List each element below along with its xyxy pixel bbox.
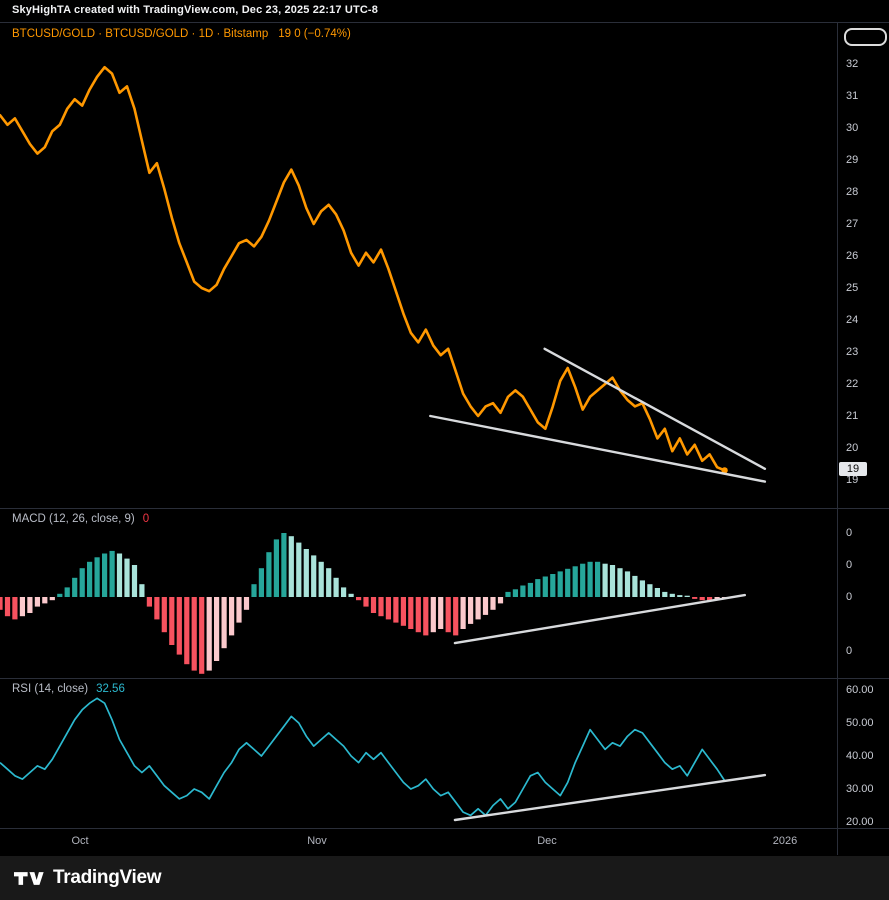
axis-tick-label: 0 <box>846 645 853 658</box>
macd-pane-legend: MACD (12, 26, close, 9) 0 <box>12 513 149 525</box>
axis-tick-label: 20 <box>846 442 859 454</box>
rsi-indicator-value: 32.56 <box>96 683 125 695</box>
axis-tick-label: 0 <box>846 559 853 571</box>
axis-tick-label: 30 <box>846 122 859 134</box>
axis-tick-label: 29 <box>846 154 859 166</box>
axis-tick-label: 50.00 <box>846 717 874 729</box>
axis-tick-label: 27 <box>846 218 859 230</box>
axis-tick-label: 25 <box>846 282 859 294</box>
symbol-title[interactable]: BTCUSD/GOLD · BTCUSD/GOLD · 1D · Bitstam… <box>12 28 269 40</box>
time-tick-label: Nov <box>307 835 327 847</box>
chart-canvas[interactable] <box>0 0 889 855</box>
axis-tick-label: 23 <box>846 346 859 358</box>
rsi-pane-legend: RSI (14, close) 32.56 <box>12 683 125 695</box>
axis-tick-label: 40.00 <box>846 750 874 762</box>
tradingview-logo-icon[interactable] <box>14 871 44 886</box>
axis-tick-label: 22 <box>846 378 859 390</box>
main-pane-legend: BTCUSD/GOLD · BTCUSD/GOLD · 1D · Bitstam… <box>12 28 351 40</box>
scale-reset-box[interactable] <box>844 28 887 46</box>
tradingview-brand[interactable]: TradingView <box>53 867 162 888</box>
macd-indicator-value: 0 <box>142 513 150 525</box>
time-tick-label: Dec <box>537 835 557 847</box>
attribution-text: SkyHighTA created with TradingView.com, … <box>12 4 379 16</box>
axis-tick-label: 0 <box>846 527 853 539</box>
axis-tick-label: 26 <box>846 250 859 262</box>
axis-tick-label: 32 <box>846 58 859 70</box>
symbol-ohlc-values: 19 0 (−0.74%) <box>278 28 351 40</box>
axis-tick-label: 60.00 <box>846 684 874 696</box>
macd-indicator-label[interactable]: MACD (12, 26, close, 9) <box>12 513 135 525</box>
axis-tick-label: 30.00 <box>846 783 874 795</box>
time-scale[interactable]: Oct Nov Dec 2026 <box>0 828 837 855</box>
axis-tick-label: 19 <box>846 474 859 486</box>
axis-tick-label: 31 <box>846 90 859 102</box>
axis-tick-label: 20.00 <box>846 816 874 828</box>
footer-bar: TradingView <box>0 856 889 900</box>
axis-tick-label: 28 <box>846 186 859 198</box>
axis-tick-label: 0 <box>846 591 853 603</box>
price-scale[interactable]: 32 31 30 29 28 27 26 25 24 23 22 21 20 19 0 0 0 0 60.00 50.… <box>838 0 889 855</box>
time-tick-label: Oct <box>71 835 89 847</box>
last-price-label: 19 <box>839 462 867 476</box>
time-tick-label: 2026 <box>772 835 798 847</box>
axis-tick-label: 21 <box>846 410 859 422</box>
rsi-indicator-label[interactable]: RSI (14, close) <box>12 683 89 695</box>
axis-tick-label: 24 <box>846 314 859 326</box>
